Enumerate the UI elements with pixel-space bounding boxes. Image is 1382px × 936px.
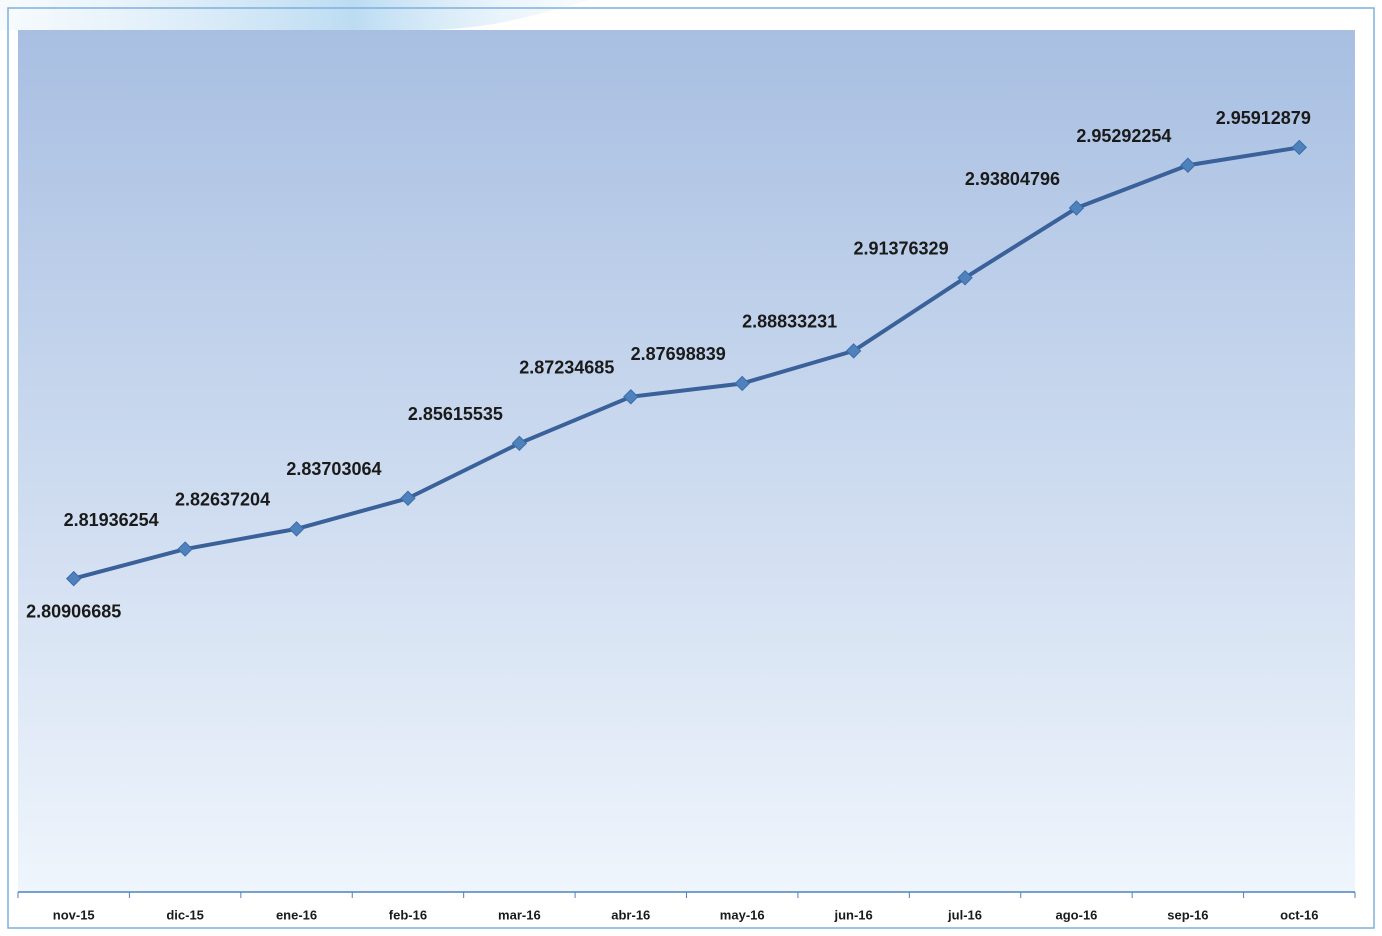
data-label: 2.81936254 [64, 510, 159, 530]
marker [177, 541, 193, 557]
line [73, 145, 1300, 581]
plot-area [18, 30, 1355, 892]
data-label: 2.85615535 [408, 404, 503, 424]
x-tick-label: ago-16 [1056, 907, 1098, 922]
x-tick-label: feb-16 [389, 907, 427, 922]
data-label: 2.91376329 [853, 239, 948, 259]
x-tick-label: jul-16 [947, 907, 982, 922]
x-tick-label: abr-16 [611, 907, 650, 922]
data-label: 2.80906685 [26, 601, 121, 621]
data-label: 2.88833231 [742, 312, 837, 332]
x-tick-label: may-16 [720, 907, 765, 922]
marker [1291, 139, 1307, 156]
x-tick-label: oct-16 [1280, 907, 1318, 922]
data-label: 2.95912879 [1216, 108, 1311, 128]
data-label: 2.82637204 [175, 490, 270, 510]
marker [511, 435, 528, 452]
marker [845, 343, 862, 359]
frame [7, 7, 1375, 929]
marker [734, 375, 750, 392]
data-label: 2.87698839 [631, 344, 726, 364]
data-label: 2.93804796 [965, 169, 1060, 189]
marker [1068, 200, 1085, 216]
data-label: 2.83703064 [286, 459, 381, 479]
x-tick-label: jun-16 [833, 907, 872, 922]
decoration [0, 0, 590, 30]
x-tick-label: sep-16 [1167, 907, 1208, 922]
x-tick-label: nov-15 [53, 907, 95, 922]
marker [1180, 157, 1196, 173]
marker [66, 570, 82, 587]
data-label: 2.95292254 [1076, 126, 1171, 146]
data-label: 2.87234685 [519, 358, 614, 378]
marker [288, 521, 305, 537]
x-tick-label: dic-15 [166, 907, 204, 922]
marker [400, 490, 416, 506]
x-tick-label: mar-16 [498, 907, 541, 922]
marker [957, 270, 973, 286]
x-tick-label: ene-16 [276, 907, 317, 922]
marker [623, 389, 639, 405]
